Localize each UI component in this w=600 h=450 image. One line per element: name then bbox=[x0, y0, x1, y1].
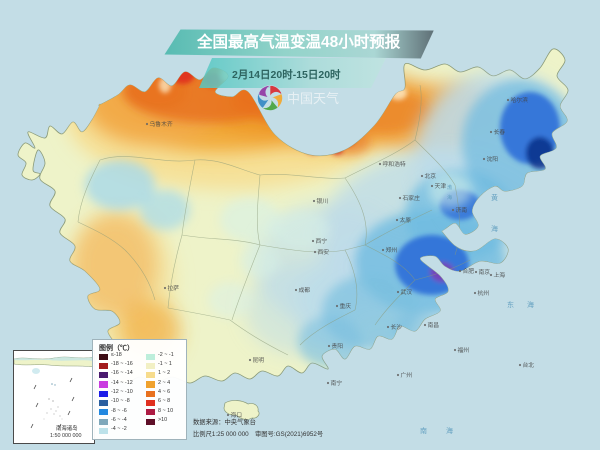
svg-text:中国天气: 中国天气 bbox=[287, 91, 339, 106]
svg-text:2月14日20时-15日20时: 2月14日20时-15日20时 bbox=[232, 68, 341, 81]
svg-text:全国最高气温变温48小时预报: 全国最高气温变温48小时预报 bbox=[196, 32, 401, 51]
